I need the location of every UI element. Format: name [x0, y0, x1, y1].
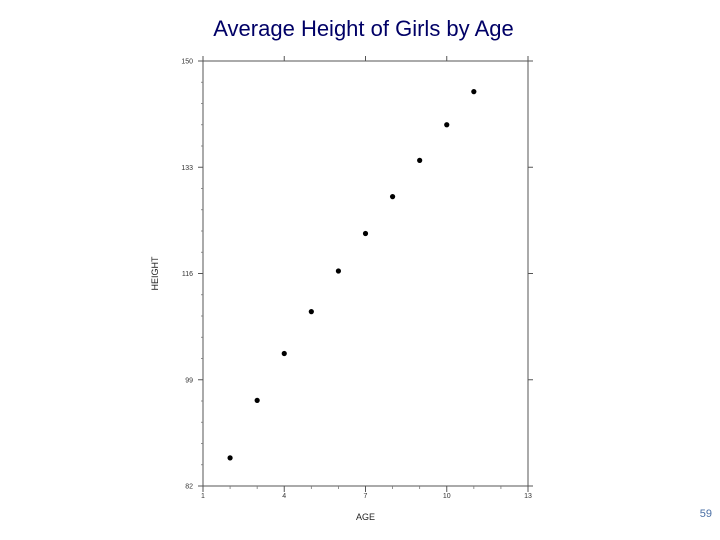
y-tick-label: 116	[182, 271, 193, 278]
y-axis: 82 99 116 133 150	[181, 59, 533, 491]
data-point	[362, 230, 369, 237]
x-tick-label: 4	[282, 493, 286, 500]
y-tick-label: 150	[181, 59, 193, 66]
data-point	[389, 194, 396, 200]
data-points	[227, 89, 477, 461]
x-axis-title: AGE	[356, 512, 375, 522]
y-tick-label: 99	[185, 377, 193, 384]
data-point	[335, 268, 342, 274]
x-tick-label: 13	[524, 493, 532, 500]
y-tick-label: 133	[181, 165, 193, 172]
slide-title: Average Height of Girls by Age	[213, 16, 514, 41]
page-number: 59	[699, 508, 712, 520]
data-point	[417, 157, 423, 163]
y-tick-label: 82	[185, 484, 193, 491]
x-axis: 1 4 7 10 13	[201, 56, 532, 500]
data-point	[308, 309, 314, 315]
plot-frame	[202, 60, 529, 487]
x-tick-label: 10	[443, 493, 451, 500]
data-point	[281, 350, 287, 357]
x-tick-label: 7	[364, 493, 368, 500]
plot-border	[202, 60, 529, 487]
data-point	[227, 455, 233, 461]
data-point	[254, 397, 260, 403]
y-axis-title: HEIGHT	[150, 256, 160, 291]
x-tick-label: 1	[201, 493, 205, 500]
data-point	[471, 89, 477, 95]
data-point	[444, 122, 450, 128]
